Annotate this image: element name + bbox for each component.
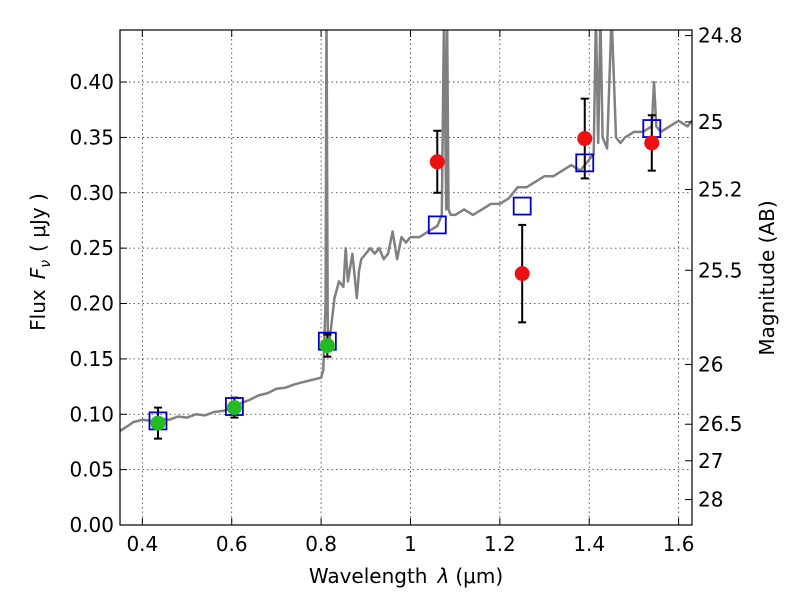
- observed-red-point: [429, 154, 445, 170]
- x-tick-label: 0.8: [305, 532, 337, 556]
- y-tick-label: 0.10: [69, 402, 114, 426]
- plot-frame: [119, 29, 693, 526]
- y2-tick-label: 25.5: [698, 258, 743, 282]
- x-axis-label-symbol: λ: [437, 564, 450, 588]
- observed-green-point: [226, 400, 242, 416]
- ticks: 0.4 0.6 0.8 1 1.2 1.4 1.6 0.00 0.05 0.10 0.15 0.20 0…: [69, 24, 742, 556]
- x-axis-label-units: (μm): [455, 564, 503, 588]
- x-tick-label: 1.6: [663, 532, 695, 556]
- y2-tick-label: 26: [698, 352, 723, 376]
- x-tick-label: 1.2: [484, 532, 516, 556]
- grid: [120, 30, 692, 526]
- y-axis-label: Flux Fν ( μJy ): [26, 193, 54, 331]
- y2-tick-label: 27: [698, 449, 723, 473]
- y-tick-label: 0.05: [69, 458, 114, 482]
- observed-red-point: [514, 266, 530, 282]
- y-tick-label: 0.40: [69, 70, 114, 94]
- y2-axis-label: Magnitude (AB): [755, 200, 779, 355]
- y-tick-label: 0.00: [69, 513, 114, 537]
- y2-tick-label: 26.5: [698, 412, 743, 436]
- y2-tick-label: 25.2: [698, 177, 743, 201]
- observed-red-point: [577, 131, 593, 147]
- y-tick-label: 0.25: [69, 236, 114, 260]
- y-axis-label-subscript: ν: [38, 260, 54, 268]
- x-axis-label-prefix: Wavelength: [309, 564, 428, 588]
- errorbars: [153, 97, 656, 440]
- x-axis-label: Wavelength λ (μm): [309, 564, 503, 588]
- model-point: [427, 215, 447, 235]
- y-tick-label: 0.15: [69, 347, 114, 371]
- y-tick-label: 0.20: [69, 292, 114, 316]
- observed-series: [150, 131, 660, 431]
- x-tick-label: 1: [404, 532, 417, 556]
- x-tick-label: 1.4: [573, 532, 605, 556]
- observed-green-point: [150, 415, 166, 431]
- observed-red-point: [644, 135, 660, 151]
- y-axis-label-symbol: F: [26, 267, 50, 279]
- observed-green-point: [319, 338, 335, 354]
- y2-tick-label: 25: [698, 110, 723, 134]
- model-point: [512, 196, 532, 216]
- y-tick-label: 0.35: [69, 125, 114, 149]
- x-tick-label: 0.4: [126, 532, 158, 556]
- spectrum-line: [120, 30, 692, 432]
- spectrum-series: [120, 30, 692, 432]
- x-tick-label: 0.6: [216, 532, 248, 556]
- y2-tick-label: 24.8: [698, 24, 743, 48]
- model-point: [575, 153, 595, 173]
- y-axis-label-units: ( μJy ): [26, 193, 50, 252]
- y-tick-label: 0.30: [69, 181, 114, 205]
- y-axis-label-prefix: Flux: [26, 289, 50, 331]
- y2-tick-label: 28: [698, 488, 723, 512]
